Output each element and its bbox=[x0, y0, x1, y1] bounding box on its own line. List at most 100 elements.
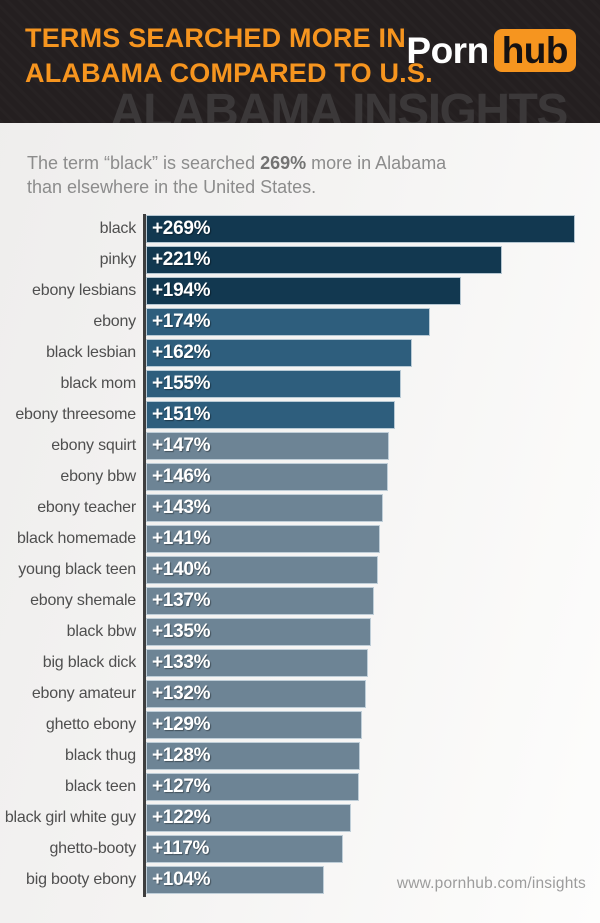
chart-row: black teen +127% bbox=[0, 773, 600, 801]
term-label: big booty ebony bbox=[26, 871, 136, 888]
term-label: ebony teacher bbox=[37, 499, 136, 516]
chart-row: ebony bbw +146% bbox=[0, 463, 600, 491]
chart-rows: black +269% pinky +221% ebony lesbians +194% e… bbox=[0, 215, 600, 894]
chart-row: black girl white guy +122% bbox=[0, 804, 600, 832]
chart-row: black lesbian +162% bbox=[0, 339, 600, 367]
page-title: TERMS SEARCHED MORE IN ALABAMA COMPARED … bbox=[25, 21, 433, 91]
bar: +194% bbox=[146, 277, 461, 305]
value-label: +104% bbox=[152, 869, 211, 890]
term-label: black teen bbox=[65, 778, 136, 795]
chart-row: young black teen +140% bbox=[0, 556, 600, 584]
pornhub-logo: Porn hub bbox=[406, 29, 576, 72]
value-label: +162% bbox=[152, 342, 211, 363]
logo-text-porn: Porn bbox=[406, 29, 489, 71]
bar: +221% bbox=[146, 246, 502, 274]
chart-row: black thug +128% bbox=[0, 742, 600, 770]
bar: +151% bbox=[146, 401, 395, 429]
term-label: black bbw bbox=[66, 623, 137, 640]
bar: +162% bbox=[146, 339, 412, 367]
chart-row: ebony shemale +137% bbox=[0, 587, 600, 615]
bar: +174% bbox=[146, 308, 430, 336]
chart-row: black homemade +141% bbox=[0, 525, 600, 553]
bar: +128% bbox=[146, 742, 360, 770]
value-label: +132% bbox=[152, 683, 211, 704]
chart-row: ebony amateur +132% bbox=[0, 680, 600, 708]
value-label: +194% bbox=[152, 280, 211, 301]
term-label: young black teen bbox=[18, 561, 136, 578]
chart-row: black bbw +135% bbox=[0, 618, 600, 646]
term-label: ebony amateur bbox=[31, 685, 136, 702]
value-label: +129% bbox=[152, 714, 211, 735]
bar: +127% bbox=[146, 773, 359, 801]
chart-subtitle: The term “black” is searched 269% more i… bbox=[27, 151, 446, 199]
term-label: ebony lesbians bbox=[32, 282, 136, 299]
chart-row: ghetto-booty +117% bbox=[0, 835, 600, 863]
value-label: +143% bbox=[152, 497, 211, 518]
page-title-line1: TERMS SEARCHED MORE IN bbox=[25, 23, 406, 53]
bar: +143% bbox=[146, 494, 383, 522]
bar: +133% bbox=[146, 649, 368, 677]
term-label: ebony squirt bbox=[51, 437, 136, 454]
subtitle-line2: than elsewhere in the United States. bbox=[27, 177, 317, 197]
bar: +140% bbox=[146, 556, 378, 584]
bar: +132% bbox=[146, 680, 366, 708]
value-label: +155% bbox=[152, 373, 211, 394]
value-label: +133% bbox=[152, 652, 211, 673]
chart-row: black mom +155% bbox=[0, 370, 600, 398]
term-label: black girl white guy bbox=[4, 809, 136, 826]
term-label: black lesbian bbox=[46, 344, 136, 361]
footer-url: www.pornhub.com/insights bbox=[396, 875, 586, 892]
chart-row: big black dick +133% bbox=[0, 649, 600, 677]
term-label: big black dick bbox=[42, 654, 136, 671]
term-label: ebony shemale bbox=[30, 592, 136, 609]
value-label: +128% bbox=[152, 745, 211, 766]
term-label: ghetto ebony bbox=[45, 716, 136, 733]
subtitle-line1-post: more in Alabama bbox=[306, 153, 447, 173]
chart-row: ghetto ebony +129% bbox=[0, 711, 600, 739]
bar: +147% bbox=[146, 432, 389, 460]
chart-row: ebony squirt +147% bbox=[0, 432, 600, 460]
subtitle-line1-pre: The term “black” is searched bbox=[27, 153, 261, 173]
term-label: black homemade bbox=[16, 530, 136, 547]
term-label: ebony bbw bbox=[60, 468, 136, 485]
term-label: pinky bbox=[99, 251, 137, 268]
term-label: black bbox=[99, 220, 137, 237]
header: ALABAMA INSIGHTS TERMS SEARCHED MORE IN … bbox=[0, 0, 600, 123]
chart-row: ebony lesbians +194% bbox=[0, 277, 600, 305]
subtitle-highlight-value: 269% bbox=[260, 153, 307, 173]
value-label: +135% bbox=[152, 621, 211, 642]
bar: +146% bbox=[146, 463, 388, 491]
chart-row: big booty ebony +104% bbox=[0, 866, 600, 894]
value-label: +141% bbox=[152, 528, 211, 549]
bar: +135% bbox=[146, 618, 371, 646]
subtitle-line1: The term “black” is searched 269% more i… bbox=[27, 151, 446, 175]
logo-text-hub: hub bbox=[493, 29, 576, 72]
value-label: +122% bbox=[152, 807, 211, 828]
bar: +122% bbox=[146, 804, 351, 832]
value-label: +147% bbox=[152, 435, 211, 456]
value-label: +127% bbox=[152, 776, 211, 797]
value-label: +221% bbox=[152, 249, 211, 270]
bar: +117% bbox=[146, 835, 343, 863]
bar: +137% bbox=[146, 587, 374, 615]
value-label: +140% bbox=[152, 559, 211, 580]
term-label: ghetto-booty bbox=[49, 840, 136, 857]
term-label: ebony bbox=[93, 313, 136, 330]
chart-row: ebony threesome +151% bbox=[0, 401, 600, 429]
value-label: +151% bbox=[152, 404, 211, 425]
term-label: black thug bbox=[65, 747, 136, 764]
bar: +141% bbox=[146, 525, 380, 553]
value-label: +137% bbox=[152, 590, 211, 611]
watermark-text: ALABAMA INSIGHTS bbox=[110, 85, 568, 123]
bar-chart: black +269% pinky +221% ebony lesbians +194% e… bbox=[0, 214, 600, 897]
value-label: +146% bbox=[152, 466, 211, 487]
bar: +269% bbox=[146, 215, 575, 243]
value-label: +117% bbox=[152, 838, 210, 859]
bar: +129% bbox=[146, 711, 362, 739]
page-title-line2: ALABAMA COMPARED TO U.S. bbox=[25, 58, 433, 88]
chart-axis-line bbox=[143, 214, 146, 897]
chart-row: black +269% bbox=[0, 215, 600, 243]
value-label: +269% bbox=[152, 218, 211, 239]
bar: +104% bbox=[146, 866, 324, 894]
